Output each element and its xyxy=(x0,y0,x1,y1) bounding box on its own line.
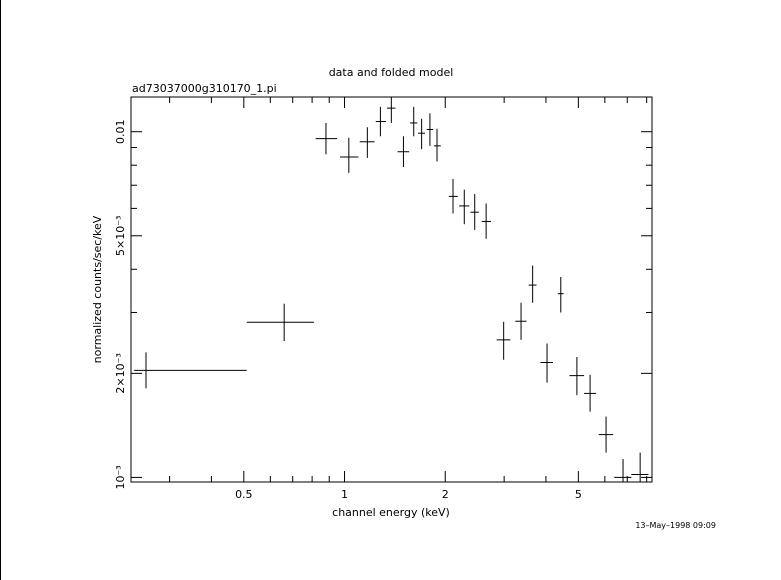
data-points xyxy=(134,97,649,482)
chart-title: data and folded model xyxy=(329,66,454,79)
data-point xyxy=(631,452,649,482)
data-point xyxy=(418,118,426,150)
x-axis-ticks xyxy=(169,97,648,482)
data-point xyxy=(448,178,458,214)
y-axis-tick-labels: 10⁻³ 2×10⁻³ 5×10⁻³ 0.01 xyxy=(114,119,127,489)
data-point xyxy=(410,106,418,137)
data-point xyxy=(315,122,338,155)
x-axis-tick-labels: 0.5 1 2 5 xyxy=(235,488,582,501)
window-left-border xyxy=(0,0,1,580)
x-tick-label: 5 xyxy=(575,488,582,501)
y-tick-label: 5×10⁻³ xyxy=(114,216,127,256)
y-tick-label: 0.01 xyxy=(114,119,127,144)
x-tick-label: 1 xyxy=(341,488,348,501)
plot-timestamp: 13–May–1998 09:09 xyxy=(635,521,716,530)
y-tick-label: 10⁻³ xyxy=(114,465,127,489)
data-point xyxy=(134,352,247,389)
data-point xyxy=(614,459,632,482)
data-point xyxy=(246,303,314,342)
data-point xyxy=(598,416,614,453)
x-tick-label: 0.5 xyxy=(235,488,253,501)
data-point xyxy=(584,374,597,412)
data-point xyxy=(340,137,359,173)
plot-area-frame xyxy=(130,96,653,483)
data-point xyxy=(359,127,375,158)
data-point xyxy=(557,276,564,313)
data-point xyxy=(387,97,396,123)
data-point xyxy=(515,302,527,340)
y-axis-label: normalized counts/sec/keV xyxy=(91,215,104,363)
data-point xyxy=(528,265,537,303)
y-tick-label: 2×10⁻³ xyxy=(114,353,127,393)
x-tick-label: 2 xyxy=(442,488,449,501)
data-point xyxy=(496,321,511,360)
data-point xyxy=(540,343,554,383)
data-point xyxy=(375,106,386,137)
y-axis-ticks xyxy=(131,131,652,478)
data-point xyxy=(481,203,491,239)
chart-subtitle: ad73037000g310170_1.pi xyxy=(132,82,277,95)
data-point xyxy=(569,357,585,396)
data-point xyxy=(426,113,434,146)
data-point xyxy=(433,128,441,162)
x-axis-label: channel energy (keV) xyxy=(332,506,450,519)
data-point xyxy=(470,194,479,230)
data-point xyxy=(459,189,470,225)
data-point xyxy=(397,136,410,168)
